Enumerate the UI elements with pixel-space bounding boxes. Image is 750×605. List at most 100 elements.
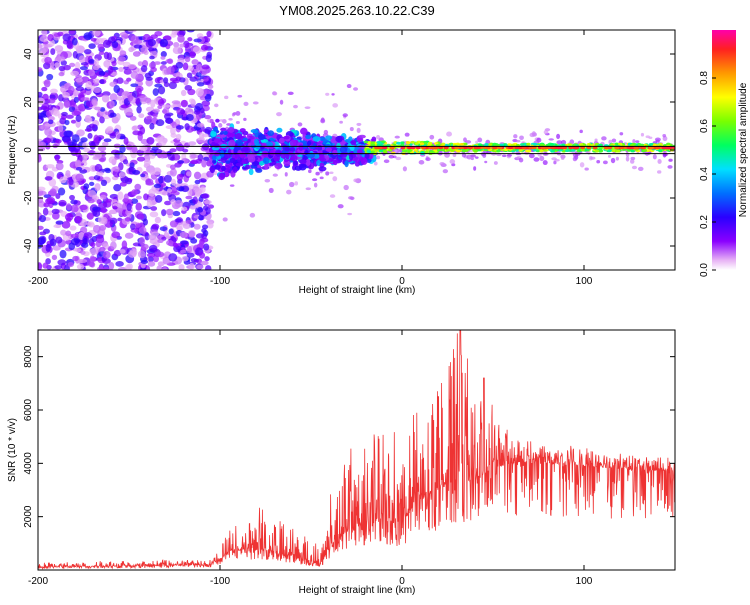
spectrogram-cell	[539, 155, 545, 162]
spectrogram-cell	[131, 144, 138, 153]
spectrogram-cell	[88, 43, 96, 49]
spectrogram-cell	[190, 154, 199, 159]
spectrogram-cell	[57, 125, 64, 133]
spectrogram-cell	[59, 249, 67, 259]
spectrogram-cell	[38, 140, 44, 149]
spectrogram-cell	[198, 240, 205, 249]
spectrogram-cell	[89, 255, 96, 263]
spectrogram-cell	[407, 149, 413, 152]
spectrogram-cell	[84, 116, 93, 123]
spectrogram-cell	[133, 44, 143, 49]
spectrogram-cell	[111, 231, 121, 239]
spectrogram-cell	[234, 132, 243, 140]
spectrogram-cell	[353, 178, 359, 183]
colorbar-tick-label: 0.8	[699, 71, 710, 85]
spectrogram-cell	[319, 154, 325, 161]
colorbar-tick-label: 0.2	[699, 215, 710, 229]
spectrogram-cell	[101, 94, 110, 103]
spectrogram-cell	[115, 112, 121, 122]
spectrogram-cell	[339, 146, 348, 153]
spectrogram-cell	[108, 262, 115, 270]
spectrogram-cell	[188, 230, 196, 238]
spectrogram-cell	[58, 72, 65, 77]
spectrogram-cell	[221, 165, 226, 172]
spectrogram-cell	[204, 115, 212, 120]
spectrogram-cell	[227, 132, 235, 139]
spectrogram-cell	[55, 193, 61, 199]
spectrogram-cell	[247, 155, 256, 163]
spectrogram-cell	[610, 157, 616, 164]
spectrogram-cell	[424, 150, 429, 154]
spectrogram-cell	[68, 177, 74, 186]
spectrogram-cell	[152, 113, 158, 119]
snr-ytick-label: 2000	[23, 505, 34, 528]
spectrogram-cell	[284, 172, 288, 177]
spectrogram-cell	[102, 250, 111, 259]
spectrogram-cell	[38, 43, 43, 49]
spectrogram-cell	[533, 157, 540, 162]
spectrogram-cell	[195, 102, 203, 111]
snr-frame	[37, 329, 676, 571]
snr-xtick-label: -100	[210, 576, 230, 587]
spectrogram-cell	[329, 171, 334, 175]
spectrogram-cell	[320, 118, 326, 124]
spectrogram-cell	[507, 143, 512, 147]
spectrogram-cell	[436, 148, 442, 152]
spectrogram-cell	[193, 38, 202, 43]
spectrogram-cell	[158, 140, 167, 146]
spectrogram-cell	[520, 143, 525, 146]
spectrogram-cell	[47, 98, 56, 104]
spectrogram-cell	[50, 48, 56, 55]
spectrogram-cell	[569, 139, 575, 145]
spectrogram-cell	[92, 156, 99, 161]
spectrogram-cell	[200, 260, 209, 266]
spectrogram-cell	[42, 262, 49, 269]
spectrogram-cell	[553, 160, 557, 165]
spectrogram-cell	[76, 263, 85, 270]
spectrogram-cell	[69, 194, 75, 201]
spectrogram-cell	[293, 104, 298, 109]
spectrogram-cell	[306, 140, 312, 147]
spectrogram-cell	[419, 142, 425, 146]
spectrogram-cell	[229, 184, 235, 187]
spectrogram-cell	[233, 111, 237, 116]
spectrogram-cell	[160, 61, 167, 65]
spectrogram-cell	[57, 259, 67, 266]
spectrogram-cell	[74, 61, 81, 70]
spectrogram-cell	[72, 143, 81, 153]
spectrogram-cell	[635, 140, 640, 143]
spectrogram-cell	[55, 236, 63, 244]
spectrogram-xtick-label: 0	[399, 276, 405, 287]
spectrogram-cell	[560, 156, 565, 160]
spectrogram-cell	[332, 176, 338, 182]
spectrogram-cell	[135, 202, 142, 211]
spectrogram-cell	[539, 149, 544, 153]
spectrogram-cell	[204, 93, 212, 102]
spectrogram-cell	[57, 187, 66, 196]
spectrogram-cell	[356, 149, 363, 155]
spectrogram-cell	[175, 61, 184, 69]
spectrogram-cell	[132, 51, 141, 57]
spectrogram-cell	[113, 249, 122, 257]
spectrogram-cell	[203, 200, 212, 205]
spectrogram-cell	[38, 106, 43, 111]
spectrogram-cell	[66, 138, 72, 145]
spectrogram-cell	[136, 105, 142, 114]
spectrogram-cell	[243, 117, 247, 122]
spectrogram-cell	[111, 60, 117, 67]
spectrogram-cell	[319, 176, 324, 180]
spectrogram-cell	[113, 85, 121, 94]
snr-ytick-label: 4000	[23, 452, 34, 475]
spectrogram-cell	[376, 135, 381, 140]
spectrogram-cell	[62, 33, 71, 42]
spectrogram-xtick-label: -200	[28, 276, 48, 287]
spectrogram-cell	[410, 140, 415, 144]
spectrogram-cell	[136, 87, 142, 96]
spectrogram-cell	[172, 46, 182, 55]
spectrogram-cell	[598, 147, 603, 151]
spectrogram-cell	[65, 114, 74, 119]
spectrogram-cell	[222, 130, 228, 136]
snr-xtick-label: -200	[28, 576, 48, 587]
spectrogram-cell	[109, 132, 117, 139]
